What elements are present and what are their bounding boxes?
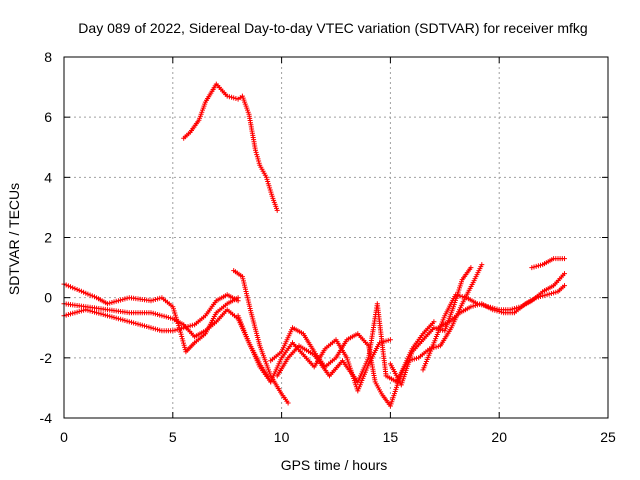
x-tick-label: 0 [60,429,68,445]
series-markers [529,256,567,271]
series-markers [231,268,291,406]
x-tick-label: 10 [274,429,290,445]
y-tick-label: 2 [44,230,52,246]
series-sat-c [61,301,274,385]
x-tick-label: 5 [169,429,177,445]
y-axis-label: SDTVAR / TECUs [6,183,22,295]
series-sat-f [235,313,393,394]
series-line [183,83,278,211]
axis-tick-labels: 0 5 10 15 20 25 -4 -2 0 2 4 6 8 [40,49,616,445]
series-markers [420,271,567,373]
series-sat-a [61,281,241,355]
series-markers [61,281,241,355]
x-tick-label: 25 [600,429,616,445]
y-tick-label: 4 [44,169,52,185]
y-tick-label: -4 [40,410,53,426]
y-tick-label: 8 [44,49,52,65]
series-sat-k [435,283,567,331]
x-axis-label: GPS time / hours [281,457,388,473]
series-markers [61,301,274,385]
data-series [61,81,567,409]
series-markers [274,262,485,385]
series-sat-l [529,256,567,271]
series-markers [235,313,393,394]
series-sat-g [268,319,437,409]
series-sat-d [181,81,280,213]
y-tick-label: 6 [44,109,52,125]
grid-lines [64,57,608,418]
axis-ticks [63,56,609,419]
series-markers [435,283,567,331]
x-tick-label: 20 [491,429,507,445]
series-markers [181,81,280,213]
series-line [233,270,289,404]
series-sat-h [274,262,485,385]
y-tick-label: 0 [44,290,52,306]
x-tick-label: 15 [383,429,399,445]
series-markers [268,319,437,409]
series-sat-e [231,268,291,406]
y-tick-label: -2 [40,350,53,366]
series-sat-b [61,292,241,334]
series-sat-j [420,271,567,373]
chart-title: Day 089 of 2022, Sidereal Day-to-day VTE… [78,20,587,36]
